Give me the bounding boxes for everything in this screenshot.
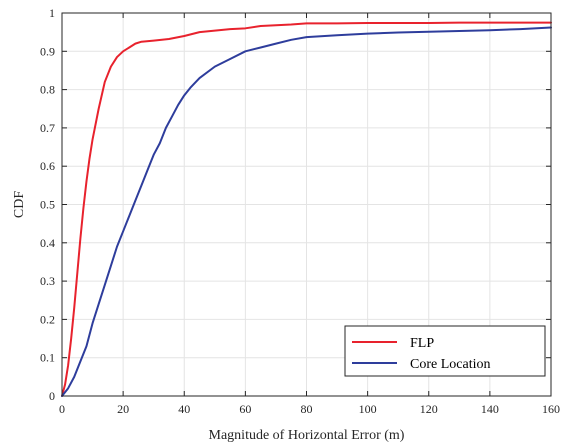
y-tick-label: 1 xyxy=(49,6,55,20)
legend: FLP Core Location xyxy=(344,325,546,377)
x-tick-label: 20 xyxy=(117,402,129,416)
x-tick-label: 120 xyxy=(420,402,438,416)
x-tick-label: 60 xyxy=(239,402,251,416)
y-tick-label: 0.1 xyxy=(40,351,55,365)
x-tick-label: 100 xyxy=(359,402,377,416)
y-tick-label: 0.3 xyxy=(40,274,55,288)
y-tick-label: 0.9 xyxy=(40,44,55,58)
axis-ticks xyxy=(61,12,552,397)
x-tick-label: 80 xyxy=(301,402,313,416)
y-tick-label: 0.6 xyxy=(40,159,55,173)
y-tick-label: 0.2 xyxy=(40,312,55,326)
x-tick-label: 160 xyxy=(542,402,560,416)
y-tick-label: 0.5 xyxy=(40,198,55,212)
x-tick-label: 40 xyxy=(178,402,190,416)
x-axis-label: Magnitude of Horizontal Error (m) xyxy=(209,428,405,443)
y-tick-label: 0 xyxy=(49,389,55,403)
legend-label-flp: FLP xyxy=(410,336,434,351)
series-lines xyxy=(61,21,552,397)
series-line-core-location xyxy=(61,26,552,397)
y-tick-label: 0.7 xyxy=(40,121,55,135)
grid-lines xyxy=(62,13,551,396)
x-tick-label: 140 xyxy=(481,402,499,416)
x-tick-labels: 0 20 40 60 80 100 120 140 160 xyxy=(59,402,560,416)
legend-label-core-location: Core Location xyxy=(410,357,490,372)
y-tick-label: 0.4 xyxy=(40,236,55,250)
y-tick-labels: 0 0.1 0.2 0.3 0.4 0.5 0.6 0.7 0.8 0.9 1 xyxy=(40,6,55,403)
y-axis-label: CDF xyxy=(12,191,27,218)
series-line-flp xyxy=(61,21,552,397)
legend-box xyxy=(344,325,546,377)
x-tick-label: 0 xyxy=(59,402,65,416)
y-tick-label: 0.8 xyxy=(40,83,55,97)
